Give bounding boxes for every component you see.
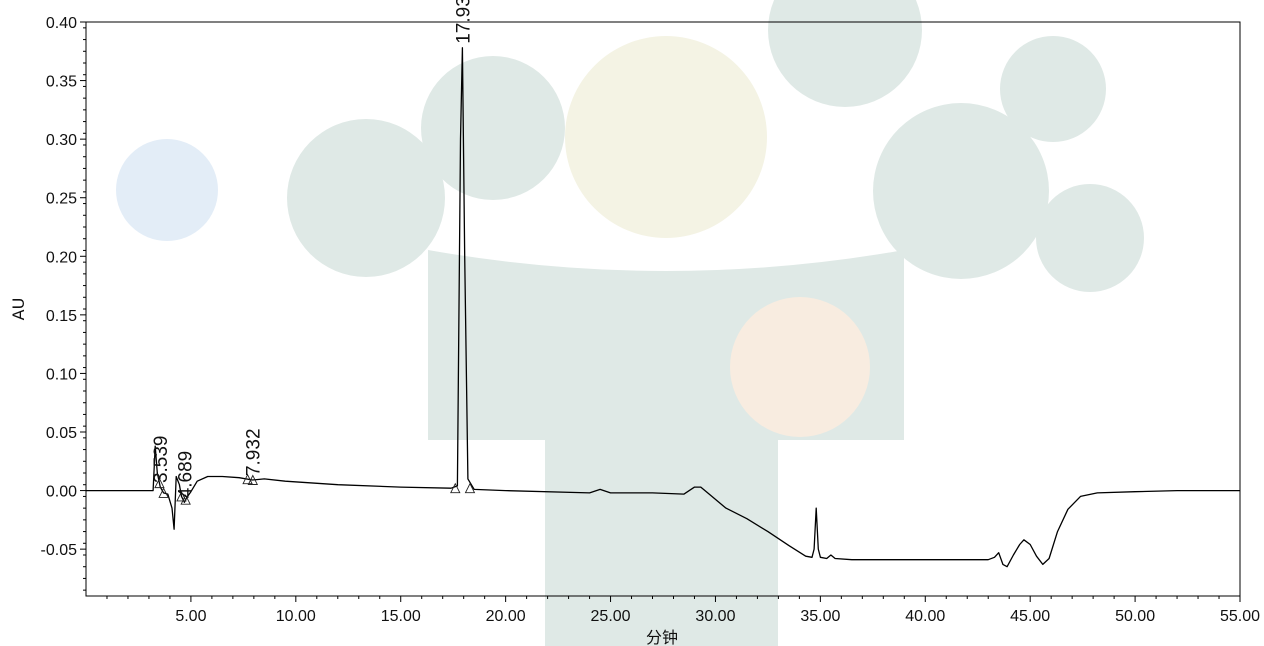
watermark-circle xyxy=(768,0,922,107)
x-tick-label: 15.00 xyxy=(381,608,421,625)
watermark-circle xyxy=(565,36,767,238)
x-tick-label: 45.00 xyxy=(1010,608,1050,625)
y-tick-label: 0.15 xyxy=(46,308,77,325)
peak-label: 17.938 xyxy=(453,0,474,44)
y-tick-label: 0.35 xyxy=(46,74,77,91)
watermark-circle xyxy=(116,139,218,241)
baseline-marker xyxy=(464,482,476,494)
x-axis-label: 分钟 xyxy=(646,628,678,646)
watermark-circle xyxy=(287,119,445,277)
x-tick-label: 20.00 xyxy=(486,608,526,625)
y-tick-label: 0.40 xyxy=(46,15,77,32)
y-tick-label: 0.05 xyxy=(46,425,77,442)
baseline-markers xyxy=(154,473,476,505)
x-tick-label: 40.00 xyxy=(905,608,945,625)
watermark-circle xyxy=(1000,36,1106,142)
x-tick-label: 5.00 xyxy=(175,608,206,625)
watermark-circle xyxy=(421,56,565,200)
baseline-marker xyxy=(247,474,259,485)
peak-label: 7.932 xyxy=(243,428,264,476)
peak-label: 4.689 xyxy=(175,451,196,499)
peak-labels: 3.539 4.689 7.932 17.938 xyxy=(151,0,474,498)
y-axis-ticks: -0.05 0.00 0.05 0.10 0.15 0.20 0.25 0.30 0.35 0.4… xyxy=(41,15,86,591)
x-axis-ticks: 5.00 10.00 15.00 20.00 25.00 30.00 35.00 40.00 4… xyxy=(106,596,1260,625)
watermark-circle xyxy=(873,103,1049,279)
y-tick-label: 0.10 xyxy=(46,366,77,383)
y-axis-label: AU xyxy=(9,298,28,321)
y-tick-label: 0.20 xyxy=(46,249,77,266)
y-tick-label: -0.05 xyxy=(41,542,78,559)
y-tick-label: 0.25 xyxy=(46,191,77,208)
baseline-marker xyxy=(242,473,253,485)
peak-label: 3.539 xyxy=(151,436,172,484)
baseline-marker xyxy=(154,477,165,489)
baseline-marker xyxy=(158,487,169,498)
baseline-marker xyxy=(180,494,191,505)
x-tick-label: 50.00 xyxy=(1115,608,1155,625)
watermark-stem xyxy=(545,440,778,646)
x-tick-label: 10.00 xyxy=(276,608,316,625)
x-tick-label: 55.00 xyxy=(1220,608,1260,625)
x-tick-label: 30.00 xyxy=(695,608,735,625)
watermark-circle xyxy=(1036,184,1144,292)
x-tick-label: 25.00 xyxy=(591,608,631,625)
x-tick-label: 35.00 xyxy=(800,608,840,625)
baseline-marker xyxy=(176,490,187,502)
y-tick-label: 0.00 xyxy=(46,484,77,501)
watermark-circle xyxy=(730,297,870,437)
y-tick-label: 0.30 xyxy=(46,132,77,149)
baseline-marker xyxy=(450,482,461,494)
watermark-logo xyxy=(116,0,1144,646)
